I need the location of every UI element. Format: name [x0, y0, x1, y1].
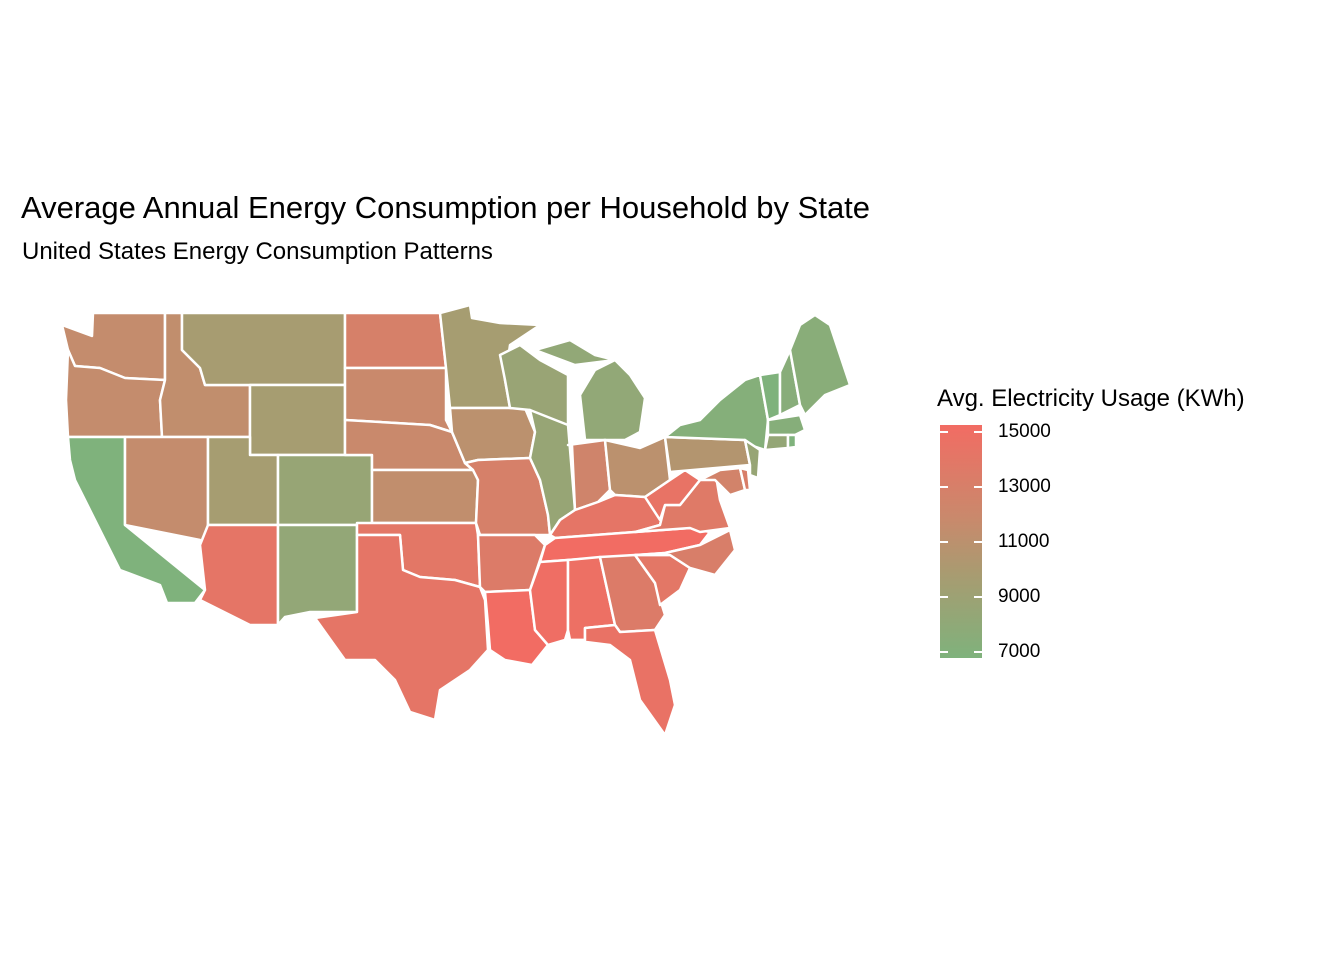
legend-tick-label: 11000 [998, 531, 1050, 552]
state-connecticut [763, 433, 790, 452]
state-rhode-island [786, 433, 798, 450]
state-missouri [463, 456, 552, 537]
state-mississippi [528, 558, 570, 647]
legend-tick-mark [940, 541, 948, 543]
chart-subtitle: United States Energy Consumption Pattern… [22, 238, 493, 265]
legend-tick-mark [974, 486, 982, 488]
chart-title: Average Annual Energy Consumption per Ho… [21, 190, 871, 225]
state-massachusetts [766, 413, 807, 437]
legend-tick-mark [940, 596, 948, 598]
state-west-virginia [643, 468, 702, 522]
state-montana [180, 311, 347, 387]
legend-tick-mark [940, 431, 948, 433]
state-minnesota [438, 303, 542, 410]
legend-title: Avg. Electricity Usage (KWh) [937, 385, 1245, 412]
state-iowa [448, 406, 537, 465]
legend-tick-mark [974, 541, 982, 543]
state-north-dakota [343, 311, 448, 370]
state-nevada [123, 435, 210, 547]
legend-tick-label: 9000 [998, 586, 1041, 607]
legend-tick-mark [940, 486, 948, 488]
state-new-york [663, 373, 770, 452]
state-arizona [198, 523, 280, 627]
state-kansas [370, 468, 480, 525]
state-delaware [738, 466, 752, 492]
state-colorado [276, 453, 374, 527]
legend-tick-label: 13000 [998, 476, 1051, 497]
state-michigan [533, 338, 647, 442]
legend-tick-mark [974, 596, 982, 598]
state-wyoming [248, 383, 347, 457]
state-new-mexico [276, 523, 359, 627]
state-texas [313, 533, 490, 722]
state-north-carolina [633, 528, 737, 577]
state-florida [568, 623, 677, 737]
state-illinois [528, 408, 577, 537]
state-new-jersey [743, 438, 762, 480]
state-pennsylvania [663, 435, 752, 474]
legend-tick-mark [974, 431, 982, 433]
state-maine [788, 313, 852, 417]
legend-tick-mark [940, 651, 948, 653]
legend-tick-label: 15000 [998, 421, 1051, 442]
legend-tick-mark [974, 651, 982, 653]
legend-tick-label: 7000 [998, 641, 1041, 662]
